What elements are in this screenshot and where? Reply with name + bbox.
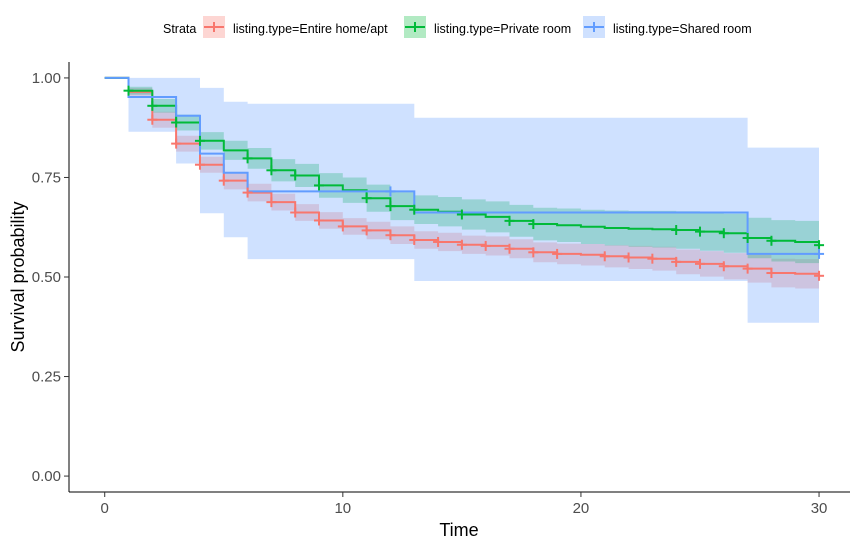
censor-mark — [147, 114, 158, 125]
y-tick-label: 0.75 — [32, 169, 61, 186]
x-tick-label: 30 — [811, 500, 828, 517]
censor-mark — [742, 232, 753, 243]
censor-mark — [314, 180, 325, 191]
censor-mark — [194, 135, 205, 146]
censor-mark — [123, 85, 134, 96]
ci-band-listing-type-shared-room — [104, 77, 819, 323]
x-tick-label: 20 — [573, 500, 590, 517]
censor-mark — [290, 170, 301, 181]
censor-mark — [337, 221, 348, 232]
censor-mark — [671, 225, 682, 236]
censor-mark — [814, 240, 825, 251]
censor-mark — [361, 193, 372, 204]
censor-mark — [218, 175, 229, 186]
legend-label: listing.type=Private room — [434, 22, 571, 36]
censor-mark — [385, 201, 396, 212]
censor-mark — [766, 235, 777, 246]
censor-mark — [528, 219, 539, 230]
legend-item-listing-type-entire-home-apt: listing.type=Entire home/apt — [203, 16, 388, 38]
censor-mark — [742, 263, 753, 274]
censor-mark — [647, 253, 658, 264]
y-tick-label: 0.25 — [32, 369, 61, 386]
censor-mark — [504, 243, 515, 254]
censor-mark — [623, 252, 634, 263]
censor-mark — [433, 236, 444, 247]
legend: Strata listing.type=Entire home/apt listi… — [163, 16, 752, 38]
censor-mark — [456, 239, 467, 250]
censor-mark — [480, 240, 491, 251]
censor-mark — [504, 215, 515, 226]
y-tick-label: 1.00 — [32, 70, 61, 87]
legend-item-listing-type-private-room: listing.type=Private room — [404, 16, 571, 38]
axes: 0 10 20 30 0.00 0.25 0.50 0.75 1.00 — [32, 62, 850, 517]
censor-mark — [528, 247, 539, 258]
y-tick-label: 0.50 — [32, 269, 61, 286]
censor-mark — [290, 207, 301, 218]
y-tick-label: 0.00 — [32, 468, 61, 485]
censor-mark — [814, 248, 825, 259]
censor-mark — [456, 209, 467, 220]
censor-mark — [194, 159, 205, 170]
x-tick-label: 0 — [101, 500, 109, 517]
censor-marks — [123, 85, 825, 281]
censor-mark — [718, 261, 729, 272]
censor-mark — [599, 251, 610, 262]
censor-mark — [361, 225, 372, 236]
legend-title: Strata — [163, 22, 196, 36]
censor-mark — [171, 117, 182, 128]
censor-mark — [694, 258, 705, 269]
confidence-bands — [104, 77, 819, 323]
censor-mark — [171, 138, 182, 149]
censor-mark — [266, 197, 277, 208]
censor-mark — [266, 165, 277, 176]
censor-mark — [766, 268, 777, 279]
censor-mark — [552, 248, 563, 259]
censor-mark — [409, 234, 420, 245]
censor-mark — [242, 153, 253, 164]
censor-mark — [147, 100, 158, 111]
censor-mark — [242, 187, 253, 198]
censor-mark — [385, 186, 396, 197]
censor-mark — [385, 230, 396, 241]
x-tick-label: 10 — [334, 500, 351, 517]
censor-mark — [694, 226, 705, 237]
censor-mark — [814, 270, 825, 281]
legend-label: listing.type=Entire home/apt — [233, 22, 388, 36]
censor-mark — [671, 256, 682, 267]
censor-mark — [314, 215, 325, 226]
censor-mark — [718, 228, 729, 239]
censor-mark — [409, 204, 420, 215]
legend-item-listing-type-shared-room: listing.type=Shared room — [583, 16, 752, 38]
x-axis-title: Time — [439, 520, 478, 540]
ci-band-listing-type-private-room — [104, 77, 819, 268]
curve-listing-type-shared-room — [104, 76, 819, 255]
y-axis-title: Survival probability — [8, 201, 28, 352]
legend-label: listing.type=Shared room — [613, 22, 752, 36]
